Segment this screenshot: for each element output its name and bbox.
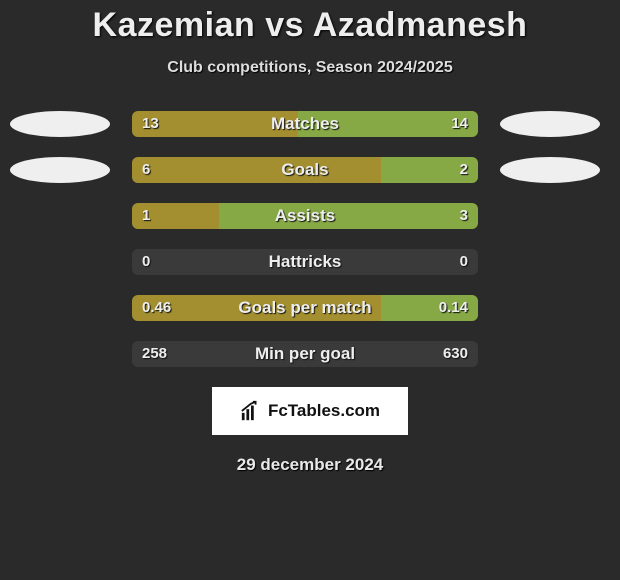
- stat-row: Hattricks0 0: [0, 249, 620, 275]
- stat-value-left: 0: [142, 249, 150, 275]
- subtitle: Club competitions, Season 2024/2025: [0, 59, 620, 77]
- stat-row: Matches1314: [0, 111, 620, 137]
- player-left-avatar: [10, 203, 110, 229]
- stat-bar: Goals per match0.460.14: [132, 295, 478, 321]
- stat-bar-right: [381, 295, 478, 321]
- player-left-avatar: [10, 111, 110, 137]
- player-right-avatar: [500, 341, 600, 367]
- stat-bar: Min per goal258 630: [132, 341, 478, 367]
- stat-row: Min per goal258 630: [0, 341, 620, 367]
- brand-badge[interactable]: FcTables.com: [212, 387, 408, 435]
- player-left-avatar: [10, 157, 110, 183]
- player-left-avatar: [10, 295, 110, 321]
- stat-bar-right: [219, 203, 479, 229]
- stat-row: Assists13: [0, 203, 620, 229]
- comparison-card: Kazemian vs Azadmanesh Club competitions…: [0, 0, 620, 580]
- brand-text: FcTables.com: [268, 401, 380, 421]
- stat-bar-left: [132, 111, 298, 137]
- stat-bar-right: [381, 157, 478, 183]
- player-right-avatar: [500, 295, 600, 321]
- stat-bar: Assists13: [132, 203, 478, 229]
- stat-bar-left: [132, 295, 381, 321]
- stat-bar-left: [132, 157, 381, 183]
- player-left-avatar: [10, 341, 110, 367]
- player-right-avatar: [500, 157, 600, 183]
- stats-list: Matches1314 Goals62 Assists13 Hattricks0 0 Go…: [0, 111, 620, 367]
- stat-row: Goals per match0.460.14: [0, 295, 620, 321]
- player-left-avatar: [10, 249, 110, 275]
- stat-bar: Hattricks0 0: [132, 249, 478, 275]
- page-title: Kazemian vs Azadmanesh: [0, 6, 620, 45]
- stat-bar-right: [298, 111, 478, 137]
- stat-bar-left: [132, 203, 219, 229]
- stat-value-right: 630: [443, 341, 468, 367]
- stat-label: Hattricks: [132, 249, 478, 275]
- player-right-avatar: [500, 111, 600, 137]
- stat-bar: Matches1314: [132, 111, 478, 137]
- stat-row: Goals62: [0, 157, 620, 183]
- date-label: 29 december 2024: [0, 455, 620, 475]
- stat-bar: Goals62: [132, 157, 478, 183]
- player-right-avatar: [500, 203, 600, 229]
- stat-label: Min per goal: [132, 341, 478, 367]
- player-right-avatar: [500, 249, 600, 275]
- stat-value-left: 258: [142, 341, 167, 367]
- brand-logo-icon: [240, 400, 262, 422]
- stat-value-right: 0: [460, 249, 468, 275]
